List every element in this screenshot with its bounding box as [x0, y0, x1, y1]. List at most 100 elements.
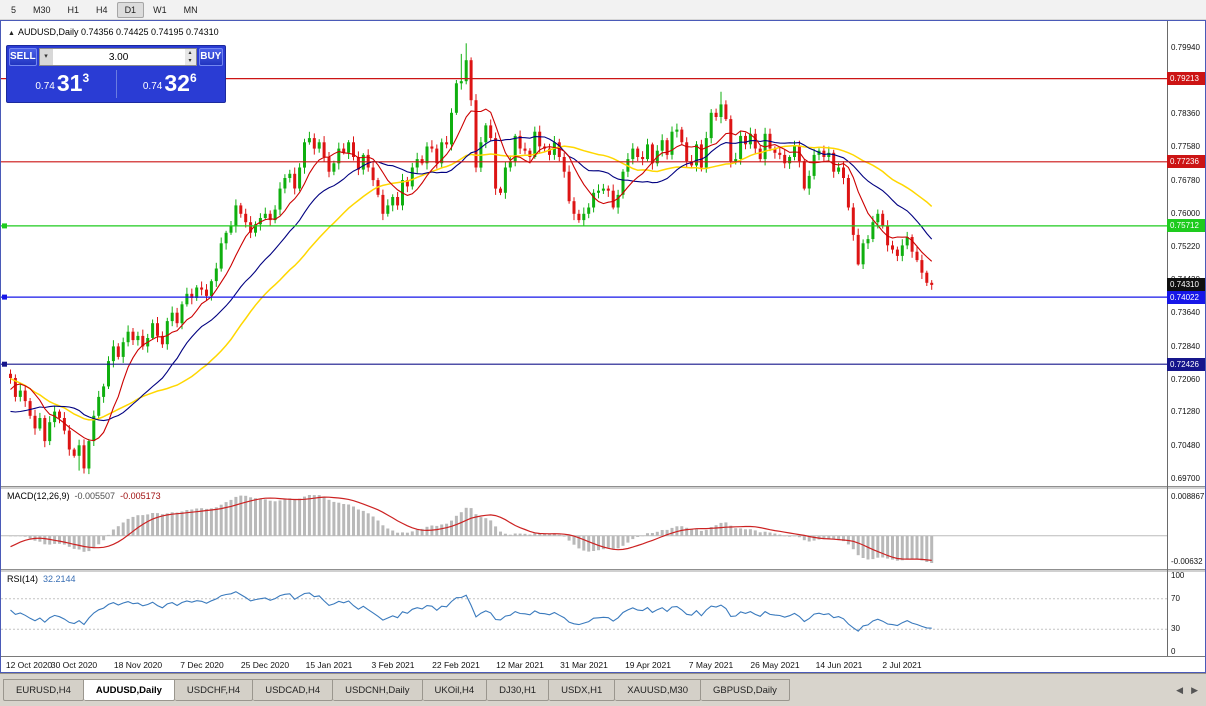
- buy-price[interactable]: 0.74 32 6: [117, 68, 224, 100]
- panel-separator[interactable]: [1, 569, 1205, 572]
- volume-up-arrow[interactable]: ▴: [188, 50, 192, 56]
- rsi-label: RSI(14) 32.2144: [7, 574, 76, 584]
- macd-histogram: [9, 495, 934, 563]
- date-axis-label: 30 Oct 2020: [50, 660, 98, 670]
- buy-button[interactable]: BUY: [198, 48, 223, 66]
- price-chart-panel[interactable]: ▲ AUDUSD,Daily 0.74356 0.74425 0.74195 0.…: [1, 21, 1205, 486]
- chart-tab-GBPUSD,Daily[interactable]: GBPUSD,Daily: [701, 679, 790, 701]
- timeframe-button-H4[interactable]: H4: [96, 4, 108, 15]
- chart-tab-bar: EURUSD,H4 AUDUSD,Daily USDCHF,H4 USDCAD,H4 U…: [0, 673, 1206, 706]
- chart-tab-UKOil,H4[interactable]: UKOil,H4: [422, 679, 488, 701]
- macd-canvas: [1, 495, 1167, 563]
- price-axis-label: 0.72060: [1171, 375, 1200, 384]
- macd-main-value: -0.005507: [74, 491, 116, 501]
- timeframe-button-M30[interactable]: M30: [33, 4, 51, 15]
- tabs-scroll-right-icon[interactable]: ▶: [1191, 685, 1198, 695]
- macd-scale-top: 0.008867: [1171, 492, 1205, 501]
- date-axis-label: 31 Mar 2021: [560, 660, 608, 670]
- candlestick-series: [9, 43, 934, 475]
- timeframe-button-D1[interactable]: D1: [116, 1, 145, 18]
- price-tag: 0.75712: [1167, 219, 1205, 232]
- sell-price-sup: 3: [82, 71, 90, 85]
- date-axis-label: 12 Oct 2020: [5, 660, 53, 670]
- price-tag: 0.74022: [1167, 291, 1205, 304]
- rsi-value: 32.2144: [43, 574, 76, 584]
- chart-tab-USDX,H1[interactable]: USDX,H1: [549, 679, 616, 701]
- macd-signal-value: -0.005173: [120, 491, 161, 501]
- date-axis-label: 19 Apr 2021: [625, 660, 671, 670]
- price-axis-label: 0.69700: [1171, 474, 1200, 483]
- sell-button[interactable]: SELL: [9, 48, 37, 66]
- volume-dropdown-button[interactable]: ▾: [39, 49, 53, 65]
- macd-label: MACD(12,26,9) -0.005507 -0.005173: [7, 491, 161, 501]
- rsi-line: [10, 591, 932, 632]
- sell-price[interactable]: 0.74 31 3: [9, 68, 116, 100]
- price-axis-label: 0.77580: [1171, 142, 1200, 151]
- price-axis-label: 0.71280: [1171, 407, 1200, 416]
- sell-price-big: 31: [56, 70, 83, 96]
- sell-price-base: 0.74: [35, 81, 55, 92]
- volume-input[interactable]: [52, 49, 185, 65]
- rsi-panel[interactable]: RSI(14) 32.2144 100 70 30 0: [1, 571, 1205, 656]
- rsi-scale-label: 100: [1171, 571, 1185, 580]
- chart-tab-EURUSD,H4[interactable]: EURUSD,H4: [3, 679, 84, 701]
- rsi-axis: 100 70 30 0: [1167, 571, 1205, 656]
- date-axis-label: 18 Nov 2020: [113, 660, 163, 670]
- buy-price-base: 0.74: [142, 81, 163, 92]
- price-axis-label: 0.72840: [1171, 342, 1200, 351]
- chart-window: ▲ AUDUSD,Daily 0.74356 0.74425 0.74195 0.…: [0, 20, 1206, 673]
- panel-separator[interactable]: [1, 486, 1205, 489]
- timeframe-button-W1[interactable]: W1: [153, 4, 167, 15]
- price-axis-label: 0.78360: [1171, 109, 1200, 118]
- volume-down-arrow[interactable]: ▾: [188, 58, 192, 64]
- volume-spinner: ▴ ▾: [184, 49, 196, 65]
- date-axis-label: 22 Feb 2021: [432, 660, 480, 670]
- macd-signal-line: [10, 496, 932, 561]
- date-axis[interactable]: 12 Oct 2020 30 Oct 2020 18 Nov 2020 7 Dec 2…: [1, 656, 1205, 672]
- date-axis-label: 3 Feb 2021: [371, 660, 415, 670]
- macd-scale-bottom: -0.00632: [1171, 557, 1203, 566]
- chevron-down-icon: ▾: [44, 53, 48, 60]
- price-chart-canvas[interactable]: [1, 21, 1167, 486]
- price-tag: 0.77236: [1167, 155, 1205, 168]
- date-axis-label: 7 Dec 2020: [180, 660, 224, 670]
- rsi-canvas: [1, 591, 1167, 632]
- price-divider: [115, 70, 117, 98]
- date-axis-label: 12 Mar 2021: [496, 660, 544, 670]
- timeframe-button-MN[interactable]: MN: [183, 4, 198, 15]
- buy-price-big: 32: [164, 70, 190, 96]
- ma-mid-line: [10, 136, 933, 422]
- chart-tab-DJ30,H1[interactable]: DJ30,H1: [487, 679, 550, 701]
- timeframe-button-H1[interactable]: H1: [67, 4, 80, 15]
- date-axis-label: 26 May 2021: [750, 660, 800, 670]
- price-axis-label: 0.79940: [1171, 43, 1200, 52]
- chart-ohlc-title: AUDUSD,Daily 0.74356 0.74425 0.74195 0.7…: [17, 27, 219, 37]
- chart-tab-USDCNH,Daily[interactable]: USDCNH,Daily: [333, 679, 423, 701]
- chart-tab-XAUUSD,M30[interactable]: XAUUSD,M30: [615, 679, 701, 701]
- date-axis-label: 7 May 2021: [688, 660, 734, 670]
- main-price-axis[interactable]: 0.799400.791600.783600.775800.767800.760…: [1167, 21, 1205, 486]
- macd-panel[interactable]: MACD(12,26,9) -0.005507 -0.005173 0.008867…: [1, 489, 1205, 569]
- macd-axis: 0.008867 -0.00632: [1167, 489, 1205, 569]
- price-axis-label: 0.75220: [1171, 242, 1200, 251]
- price-axis-label: 0.76000: [1171, 209, 1200, 218]
- timeframe-toolbar: 5 M30 H1 H4 D1 W1 MN: [0, 0, 1206, 20]
- chart-tab-AUDUSD,Daily[interactable]: AUDUSD,Daily: [83, 679, 175, 701]
- price-axis-label: 0.70480: [1171, 441, 1200, 450]
- one-click-trading-panel: SELL ▾ ▴ ▾ BUY 0.74 31 3: [6, 45, 226, 103]
- timeframe-button-5[interactable]: 5: [11, 4, 17, 15]
- ma-fast-line: [10, 108, 933, 442]
- price-tag: 0.72426: [1167, 358, 1205, 371]
- rsi-scale-label: 30: [1171, 624, 1180, 633]
- price-axis-label: 0.73640: [1171, 308, 1200, 317]
- rsi-scale-label: 0: [1171, 647, 1176, 656]
- chart-title: ▲ AUDUSD,Daily 0.74356 0.74425 0.74195 0.…: [8, 27, 219, 37]
- chart-tab-USDCHF,H4[interactable]: USDCHF,H4: [174, 679, 254, 701]
- hline-handle[interactable]: [2, 294, 7, 300]
- tabs-scroll-left-icon[interactable]: ◀: [1176, 685, 1184, 695]
- rsi-scale-label: 70: [1171, 594, 1180, 603]
- chart-tab-USDCAD,H4[interactable]: USDCAD,H4: [253, 679, 334, 701]
- hline-handle[interactable]: [2, 223, 7, 229]
- volume-field: ▾ ▴ ▾: [38, 48, 197, 66]
- hline-handle[interactable]: [2, 361, 7, 367]
